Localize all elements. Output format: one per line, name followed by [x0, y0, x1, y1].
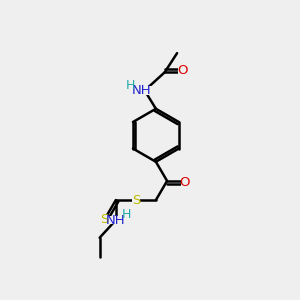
FancyBboxPatch shape — [123, 212, 129, 219]
FancyBboxPatch shape — [132, 196, 140, 204]
FancyBboxPatch shape — [127, 82, 134, 89]
FancyBboxPatch shape — [178, 66, 187, 75]
FancyBboxPatch shape — [181, 178, 189, 187]
Text: NH: NH — [106, 214, 126, 226]
Text: O: O — [179, 176, 190, 189]
Text: O: O — [177, 64, 188, 77]
Text: H: H — [126, 79, 135, 92]
Text: S: S — [100, 213, 109, 226]
FancyBboxPatch shape — [100, 215, 109, 223]
FancyBboxPatch shape — [137, 86, 152, 95]
Text: S: S — [132, 194, 140, 207]
Text: H: H — [122, 208, 131, 221]
FancyBboxPatch shape — [108, 216, 124, 224]
Text: NH: NH — [131, 84, 151, 97]
